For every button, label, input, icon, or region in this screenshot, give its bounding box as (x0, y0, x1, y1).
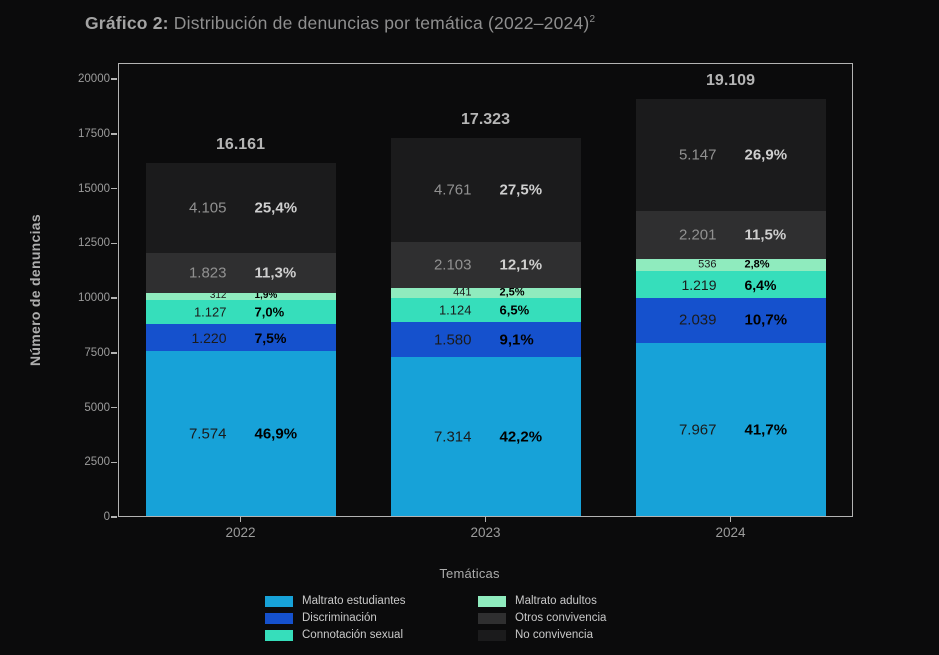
segment-value-label: 2.201 (678, 226, 717, 244)
y-tick-mark (111, 297, 117, 299)
segment-percent-label: 42,2% (499, 428, 543, 446)
x-tick-mark (729, 517, 732, 522)
segment-value-label: 4.761 (433, 181, 472, 199)
chart-title-main: Distribución de denuncias por temática (… (168, 13, 590, 33)
bar-segment-maltrato-estudiantes: 7.314 42,2% (390, 356, 581, 517)
y-tick-label: 15000 (78, 182, 110, 195)
segment-percent-label: 12,1% (499, 256, 543, 274)
y-tick-label: 20000 (78, 73, 110, 85)
segment-percent-label: 6,4% (744, 276, 777, 293)
segment-value-label: 7.967 (678, 421, 717, 439)
segment-value-label: 536 (698, 258, 717, 271)
bar-segment-discriminacion: 1.220 7,5% (145, 324, 336, 352)
segment-percent-label: 26,9% (744, 146, 788, 164)
chart-title-superscript: 2 (589, 14, 596, 26)
segment-value-label: 1.127 (193, 304, 227, 320)
segment-value-label: 312 (209, 290, 227, 302)
segment-percent-label: 6,5% (499, 302, 530, 318)
segment-percent-label: 9,1% (499, 331, 534, 349)
legend-label: Maltrato adultos (515, 595, 597, 607)
segment-value-label: 441 (453, 286, 472, 299)
bar-segment-connotacion-sexual: 1.124 6,5% (390, 297, 581, 323)
bar-segment-maltrato-estudiantes: 7.574 46,9% (145, 351, 336, 517)
x-axis-title: Temáticas (439, 566, 500, 581)
bar-segment-maltrato-adultos: 536 2,8% (635, 258, 826, 272)
bar-total-label: 16.161 (216, 136, 265, 154)
segment-value-label: 7.574 (188, 425, 227, 443)
bar-segment-maltrato-estudiantes: 7.967 41,7% (635, 342, 826, 517)
segment-value-label: 1.124 (438, 302, 472, 318)
y-tick-label: 17500 (78, 127, 110, 140)
segment-value-label: 2.039 (678, 311, 717, 329)
legend-swatch (478, 596, 506, 607)
y-tick-label: 0 (103, 511, 110, 523)
segment-percent-label: 25,4% (254, 199, 298, 217)
y-tick-mark (111, 133, 117, 135)
legend-label: Discriminación (302, 612, 377, 624)
y-tick-label: 7500 (84, 346, 110, 359)
segment-percent-label: 1,9% (254, 290, 278, 302)
chart-title: Gráfico 2: Distribución de denuncias por… (85, 13, 595, 34)
segment-percent-label: 2,8% (744, 258, 770, 271)
bar-segment-otros-convivencia: 1.823 11,3% (145, 252, 336, 293)
y-tick-label: 10000 (78, 292, 110, 304)
segment-percent-label: 11,5% (744, 226, 787, 244)
segment-percent-label: 41,7% (744, 421, 788, 439)
y-tick-mark (111, 516, 117, 518)
bar-segment-no-convivencia: 5.147 26,9% (635, 98, 826, 212)
bar-segment-otros-convivencia: 2.103 12,1% (390, 241, 581, 288)
y-tick-mark (111, 242, 117, 244)
bar-segment-no-convivencia: 4.761 27,5% (390, 137, 581, 242)
segment-percent-label: 27,5% (499, 181, 543, 199)
segment-percent-label: 7,5% (254, 329, 287, 346)
y-tick-mark (111, 352, 117, 354)
x-tick-mark (239, 517, 242, 522)
legend-label: Otros convivencia (515, 612, 607, 624)
x-tick-label: 2023 (470, 525, 501, 540)
bar-total-label: 19.109 (706, 71, 755, 89)
legend-swatch (265, 630, 293, 641)
bar-segment-connotacion-sexual: 1.127 7,0% (145, 299, 336, 325)
bar-segment-maltrato-adultos: 441 2,5% (390, 286, 581, 299)
y-tick-label: 5000 (84, 401, 110, 414)
segment-percent-label: 2,5% (499, 286, 525, 299)
segment-percent-label: 11,3% (254, 264, 297, 282)
legend-swatch (265, 596, 293, 607)
legend-label: Connotación sexual (302, 629, 404, 641)
bar-segment-connotacion-sexual: 1.219 6,4% (635, 271, 826, 298)
x-tick-mark (484, 517, 487, 522)
segment-percent-label: 10,7% (744, 311, 788, 329)
bar-total-label: 17.323 (461, 110, 510, 128)
segment-value-label: 7.314 (433, 428, 472, 446)
chart-title-prefix: Gráfico 2: (85, 13, 169, 33)
segment-percent-label: 7,0% (254, 304, 285, 320)
segment-percent-label: 46,9% (254, 425, 298, 443)
segment-value-label: 1.219 (681, 276, 717, 293)
segment-value-label: 4.105 (188, 199, 227, 217)
bar-segment-maltrato-adultos: 312 1,9% (145, 290, 336, 302)
y-tick-mark (111, 406, 117, 409)
y-tick-label: 2500 (84, 456, 110, 469)
bar-segment-otros-convivencia: 2.201 11,5% (635, 211, 826, 260)
y-tick-mark (111, 78, 117, 80)
legend-swatch (478, 613, 506, 624)
legend-label: Maltrato estudiantes (302, 595, 406, 607)
bar-segment-discriminacion: 1.580 9,1% (390, 322, 581, 357)
segment-value-label: 1.580 (433, 331, 472, 349)
segment-value-label: 2.103 (433, 256, 472, 274)
segment-value-label: 1.823 (188, 264, 227, 282)
bar-segment-discriminacion: 2.039 10,7% (635, 297, 826, 343)
bar-segment-no-convivencia: 4.105 25,4% (145, 163, 336, 253)
y-tick-label: 12500 (78, 237, 110, 250)
segment-value-label: 1.220 (191, 329, 227, 346)
y-tick-mark (111, 187, 117, 190)
y-tick-mark (111, 461, 117, 463)
legend-swatch (478, 630, 506, 641)
x-tick-label: 2024 (715, 525, 746, 540)
legend-swatch (265, 613, 293, 624)
legend-label: No convivencia (515, 629, 593, 641)
segment-value-label: 5.147 (678, 146, 717, 164)
x-tick-label: 2022 (225, 525, 256, 540)
